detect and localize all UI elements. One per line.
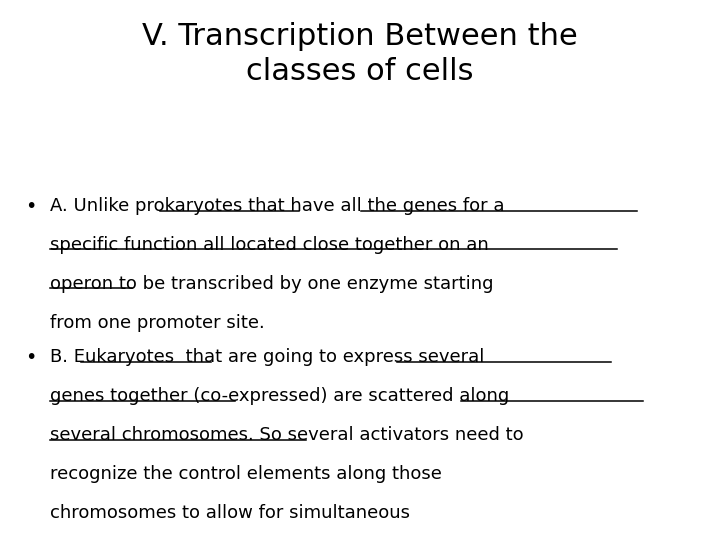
Text: specific function all located close together on an: specific function all located close toge… (50, 236, 489, 254)
Text: recognize the control elements along those: recognize the control elements along tho… (50, 465, 442, 483)
Text: •: • (25, 348, 37, 367)
Text: from one promoter site.: from one promoter site. (50, 314, 265, 332)
Text: •: • (25, 197, 37, 216)
Text: B. Eukaryotes  that are going to express several: B. Eukaryotes that are going to express … (50, 348, 485, 366)
Text: A. Unlike prokaryotes that have all the genes for a: A. Unlike prokaryotes that have all the … (50, 197, 505, 215)
Text: chromosomes to allow for simultaneous: chromosomes to allow for simultaneous (50, 504, 410, 522)
Text: operon to be transcribed by one enzyme starting: operon to be transcribed by one enzyme s… (50, 275, 494, 293)
Text: V. Transcription Between the
classes of cells: V. Transcription Between the classes of … (142, 22, 578, 86)
Text: genes together (co-expressed) are scattered along: genes together (co-expressed) are scatte… (50, 387, 510, 405)
Text: several chromosomes. So several activators need to: several chromosomes. So several activato… (50, 426, 524, 444)
